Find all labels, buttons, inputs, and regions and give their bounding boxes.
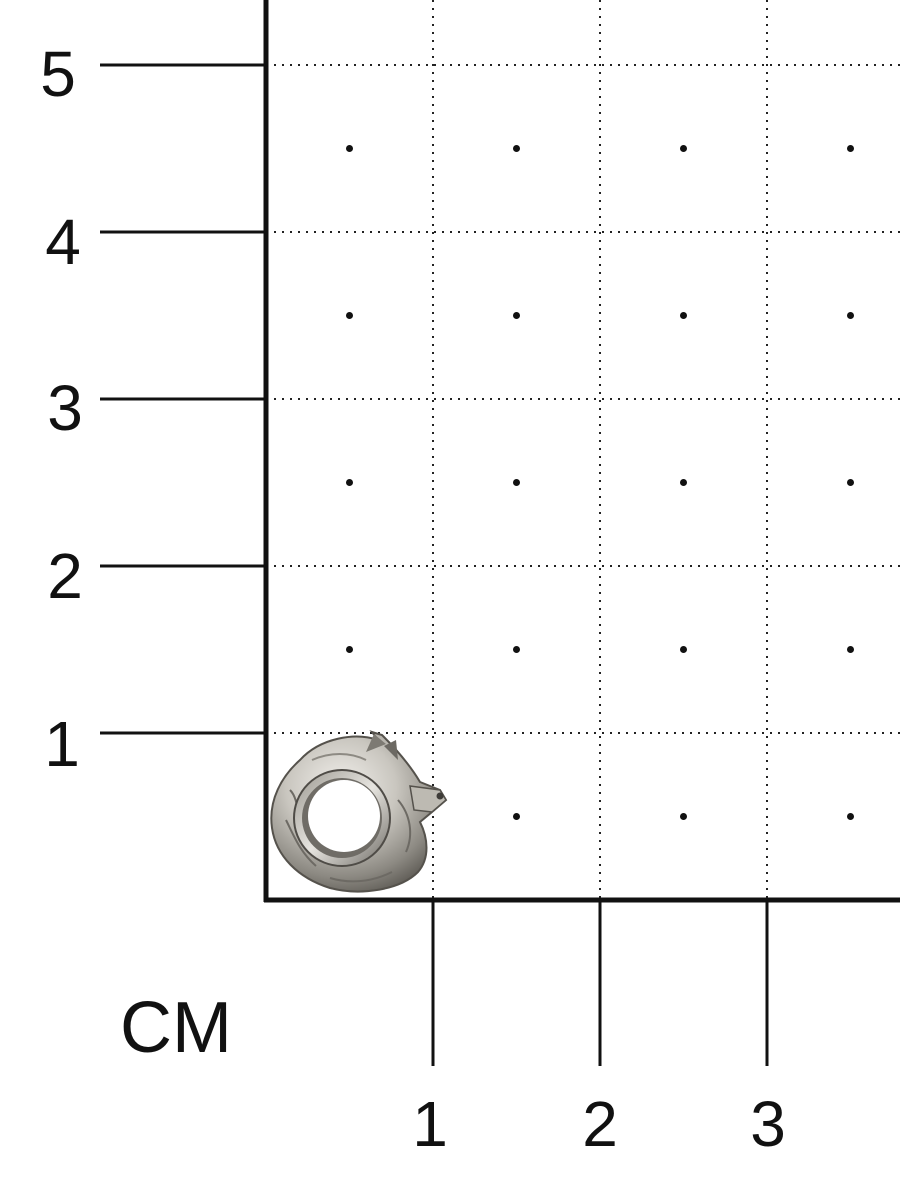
x-tick-label-3: 3 [750, 1088, 786, 1160]
grid-dot [680, 312, 687, 319]
grid-dot [680, 145, 687, 152]
grid-dot [680, 479, 687, 486]
y-tick-label-4: 4 [45, 206, 81, 278]
y-tick-label-2: 2 [47, 540, 83, 612]
unit-label: CM [120, 988, 232, 1068]
grid-dot [346, 312, 353, 319]
grid-dot [346, 479, 353, 486]
grid-dot [847, 312, 854, 319]
y-tick-label-3: 3 [47, 372, 83, 444]
x-tick-label-2: 2 [582, 1088, 618, 1160]
grid-dot [346, 646, 353, 653]
x-tick-label-1: 1 [412, 1088, 448, 1160]
wolf-head-ring-bead-icon [270, 730, 448, 893]
grid-dot [513, 145, 520, 152]
y-tick-label-5: 5 [40, 38, 76, 110]
grid-center-dots [346, 145, 854, 820]
grid-dot [346, 145, 353, 152]
grid-dot [513, 312, 520, 319]
grid-dot [847, 145, 854, 152]
grid-dot [680, 813, 687, 820]
grid-dot [513, 646, 520, 653]
y-tick-label-1: 1 [44, 708, 80, 780]
grid-dot [513, 479, 520, 486]
y-tick-marks [100, 63, 266, 735]
grid-dot [680, 646, 687, 653]
grid-dot [847, 813, 854, 820]
grid-dot [847, 646, 854, 653]
x-tick-marks [431, 900, 769, 1066]
grid-dot [513, 813, 520, 820]
grid-dot [847, 479, 854, 486]
